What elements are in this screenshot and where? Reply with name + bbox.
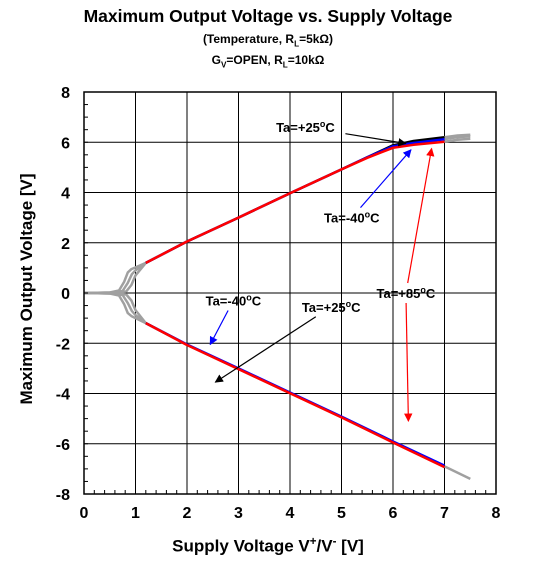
chart-subtitle-1: (Temperature, RL=5kΩ) — [202, 32, 334, 49]
chart-title: Maximum Output Voltage vs. Supply Voltag… — [83, 6, 453, 26]
extension-line — [83, 291, 147, 324]
annotation-arrow — [407, 147, 435, 284]
y-tick-label: 4 — [61, 186, 70, 203]
x-tick-label: 2 — [183, 505, 192, 522]
extension-line — [83, 261, 147, 295]
y-tick-label: 6 — [61, 135, 70, 152]
series-line — [145, 137, 445, 265]
extension-line — [444, 133, 471, 139]
annotation-label: Ta=+25oC — [302, 299, 361, 315]
y-tick-label: -4 — [56, 387, 70, 404]
x-tick-label: 5 — [337, 505, 346, 522]
extension-line — [83, 291, 147, 325]
x-tick-label: 8 — [492, 505, 501, 522]
annotation-arrow — [345, 133, 407, 147]
x-axis-label: Supply Voltage V+/V- [V] — [172, 536, 364, 556]
y-tick-label: -8 — [56, 487, 70, 504]
y-tick-label: 0 — [61, 286, 70, 303]
x-tick-label: 7 — [440, 505, 449, 522]
x-tick-label: 3 — [234, 505, 243, 522]
x-tick-label: 6 — [389, 505, 398, 522]
y-tick-label: -2 — [56, 336, 70, 353]
chart-subtitle-2: GV=OPEN, RL=10kΩ — [211, 53, 325, 70]
annotation-label: Ta=-40oC — [324, 210, 380, 226]
series-line — [145, 135, 445, 265]
plot-frame — [83, 91, 497, 495]
annotation-arrow — [360, 149, 412, 208]
annotation-label: Ta=+25oC — [276, 119, 335, 135]
y-tick-label: -6 — [56, 437, 70, 454]
y-tick-label: 2 — [61, 236, 70, 253]
series-line — [145, 321, 446, 469]
x-tick-label: 1 — [131, 505, 140, 522]
extension-line — [444, 137, 471, 143]
series-line — [145, 140, 445, 265]
extension-line — [444, 134, 471, 141]
annotation-label: Ta=+85oC — [377, 285, 436, 301]
y-tick-label: 8 — [61, 85, 70, 102]
annotation-arrow — [404, 302, 413, 422]
annotation-arrow — [209, 310, 229, 346]
x-tick-label: 4 — [286, 505, 295, 522]
extension-line — [443, 465, 471, 481]
x-tick-label: 0 — [80, 505, 89, 522]
annotation-label: Ta=-40oC — [206, 293, 262, 309]
annotation-arrow — [214, 316, 317, 383]
